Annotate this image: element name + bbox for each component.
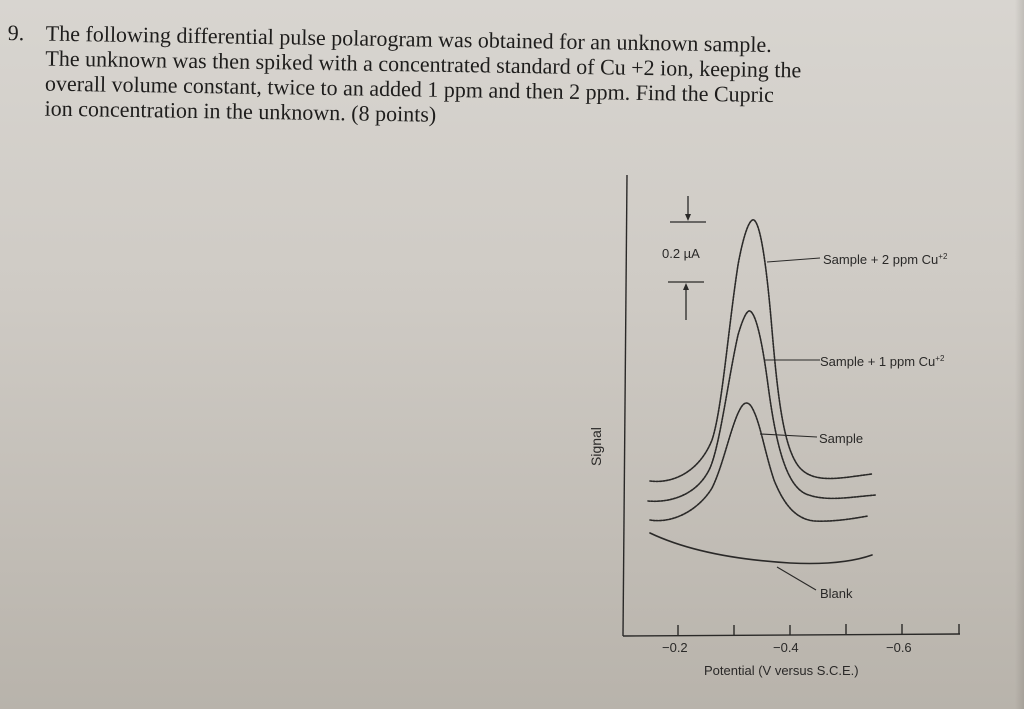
x-tick-label: −0.2 (662, 640, 688, 655)
curve-sample-2ppm (649, 219, 873, 483)
curve-sample-1ppm (647, 310, 877, 503)
x-ticks (677, 624, 960, 635)
label-sample: Sample (819, 431, 863, 446)
label-sample-2ppm: Sample + 2 ppm Cu+2 (823, 252, 948, 267)
curve-blank (649, 532, 873, 565)
leader-lines (759, 257, 821, 591)
label-sample-1ppm: Sample + 1 ppm Cu+2 (820, 354, 945, 369)
page-edge-shadow (1015, 0, 1024, 709)
scale-bar-label: 0.2 µA (662, 246, 700, 261)
x-tick-label: −0.6 (886, 640, 912, 655)
curves (647, 219, 877, 565)
label-blank: Blank (820, 586, 853, 601)
scale-bar (668, 196, 706, 320)
curve-sample (649, 402, 869, 522)
axes (622, 174, 961, 637)
y-axis-label: Signal (588, 427, 604, 466)
x-tick-label: −0.4 (773, 640, 799, 655)
x-axis (622, 633, 961, 637)
x-axis-label: Potential (V versus S.C.E.) (704, 663, 859, 678)
y-axis (622, 174, 628, 637)
